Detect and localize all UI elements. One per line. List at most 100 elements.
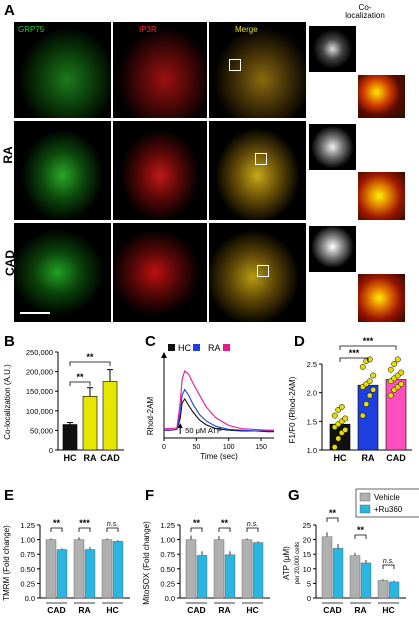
chart-d-point	[342, 415, 349, 422]
zoom-box	[257, 265, 269, 277]
chart-c-y-label: Rhod-2AM	[146, 397, 155, 436]
merge-ra-image	[209, 121, 306, 220]
zoom-box	[255, 153, 267, 165]
chart-f-ra-bracket	[218, 527, 231, 532]
coloc-ra-color-image	[358, 172, 405, 220]
chart-b-y-tick-label: 250,000	[26, 348, 53, 357]
chart-g-bar	[388, 581, 400, 599]
chart-c: 0 50 100 150 Time (sec) Rhod-2AM HC RA 50 μM ATP	[146, 343, 274, 461]
chart-e: 0.0 0.25 0.50 0.75 1.00 1.25 TMRM (Fold change…	[2, 518, 130, 615]
chart-c-legend-hc-label: HC	[178, 343, 191, 353]
chart-c-legend-ra-swatch	[223, 344, 230, 351]
chart-g-hc-significance: n.s.	[383, 558, 394, 565]
chart-f-bar	[185, 539, 197, 599]
panel-d-letter: D	[294, 333, 305, 350]
row-label-ra: RA	[1, 146, 15, 164]
chart-c-y-arrow	[161, 352, 167, 358]
chart-g-bar	[360, 562, 372, 599]
grp75-cad-image	[14, 223, 111, 322]
chart-c-x-label: Time (sec)	[200, 452, 238, 461]
chart-b-y-tick-label: 100,000	[26, 407, 53, 416]
chart-g-y-tick-label: 10	[303, 565, 311, 574]
chart-d-point	[342, 426, 349, 433]
coloc-cad-bw-image	[309, 226, 356, 272]
chart-f-x-tick-label: RA	[218, 605, 230, 615]
chart-c-legend-hc-swatch-2	[193, 344, 200, 351]
chart-g: 0 5 10 15 20 25 ATP (μM) per 20,000 cells CAD ** R…	[282, 488, 419, 615]
chart-c-series-line	[164, 369, 274, 431]
chart-e-x-tick-label: CAD	[47, 605, 65, 615]
coloc-ra-bw-image	[309, 124, 356, 170]
zoom-box	[229, 59, 241, 71]
chart-d-point	[359, 363, 366, 370]
coloc-hc-bw-image	[309, 26, 356, 72]
chart-c-x-tick-label: 100	[223, 444, 235, 451]
chart-e-y-tick-label: 0.50	[20, 565, 35, 574]
chart-d-point	[370, 372, 377, 379]
chart-g-ra-significance: **	[357, 525, 365, 535]
chart-e-cad-bracket	[50, 527, 63, 532]
panel-g-letter: G	[288, 487, 300, 504]
chart-d-point	[335, 435, 342, 442]
chart-e-cad-significance: **	[53, 518, 61, 528]
chart-e-hc-significance: n.s.	[107, 521, 118, 528]
merge-cad-image	[209, 223, 306, 322]
chart-g-y-tick-label: 25	[303, 521, 311, 530]
chart-g-cad-bracket	[326, 517, 339, 522]
grp75-hc-image: GRP75	[14, 22, 111, 118]
chart-d-hc-cad-significance: ***	[363, 336, 374, 346]
chart-e-y-tick-label: 1.25	[20, 521, 35, 530]
chart-f-bar	[213, 539, 225, 599]
chart-d-point	[366, 392, 373, 399]
panel-f-letter: F	[145, 487, 155, 504]
chart-b-bar	[102, 381, 118, 451]
panel-b-letter: B	[4, 333, 15, 350]
chart-g-ra-bracket	[354, 534, 367, 539]
chart-d-point	[363, 401, 370, 408]
grp75-ra-image	[14, 121, 111, 220]
chart-d-point	[387, 392, 394, 399]
chart-g-legend-ru360-swatch	[359, 504, 371, 514]
chart-b-y-tick-label: 200,000	[26, 368, 53, 377]
chart-f-cad-bracket	[190, 527, 203, 532]
chart-e-y-tick-label: 0.0	[25, 594, 35, 603]
chart-g-y-tick-label: 20	[303, 536, 311, 545]
chart-e-bar	[73, 539, 85, 599]
chart-d-y-tick-label: 1.5	[307, 417, 317, 426]
chart-d-y-label: F1/F0 (Rhod-2AM)	[288, 376, 297, 443]
panel-e-letter: E	[4, 487, 15, 504]
panel-a-letter: A	[4, 2, 15, 19]
chart-d-x-tick-label: RA	[362, 453, 375, 463]
chart-d-y-tick-label: 2.5	[307, 360, 317, 369]
chart-d-point	[391, 361, 398, 367]
colocalization-header: Co- localization	[345, 3, 385, 21]
chart-d-point	[338, 404, 345, 410]
chart-f-bar	[241, 539, 253, 599]
chart-f-y-label: MitoSOX (Fold change)	[142, 521, 151, 605]
merge-hc-image: Merge	[209, 22, 306, 118]
chart-c-legend-hc-swatch	[168, 344, 175, 351]
chart-g-bar	[321, 536, 333, 599]
chart-c-series-line	[164, 388, 274, 432]
chart-f-cad-significance: **	[193, 518, 201, 528]
chart-f-x-tick-label: CAD	[187, 605, 205, 615]
ip3r-hc-image: IP3R	[113, 22, 207, 118]
grp75-label: GRP75	[18, 25, 45, 34]
chart-e-bar	[56, 549, 68, 599]
chart-f-y-tick-label: 0.50	[160, 565, 175, 574]
chart-e-x-tick-label: RA	[78, 605, 90, 615]
chart-b-y-tick-label: 150,000	[26, 387, 53, 396]
panel-c-letter: C	[145, 333, 156, 350]
chart-b-x-tick-label: HC	[64, 453, 77, 463]
chart-f: 0.0 0.25 0.50 0.75 1.00 1.25 MitoSOX (Fold cha…	[142, 518, 270, 615]
chart-f-bar	[224, 554, 236, 599]
chart-d-x-tick-label: HC	[334, 453, 347, 463]
chart-b-hc-ra-significance: **	[76, 372, 84, 382]
chart-g-y-tick-label: 15	[303, 550, 311, 559]
ip3r-ra-image	[113, 121, 207, 220]
chart-e-x-tick-label: HC	[106, 605, 118, 615]
chart-g-hc-bracket	[382, 564, 395, 569]
chart-e-bar	[112, 541, 124, 599]
chart-e-ra-significance: ***	[79, 518, 90, 528]
chart-d-y-tick-label: 1.0	[307, 446, 317, 455]
